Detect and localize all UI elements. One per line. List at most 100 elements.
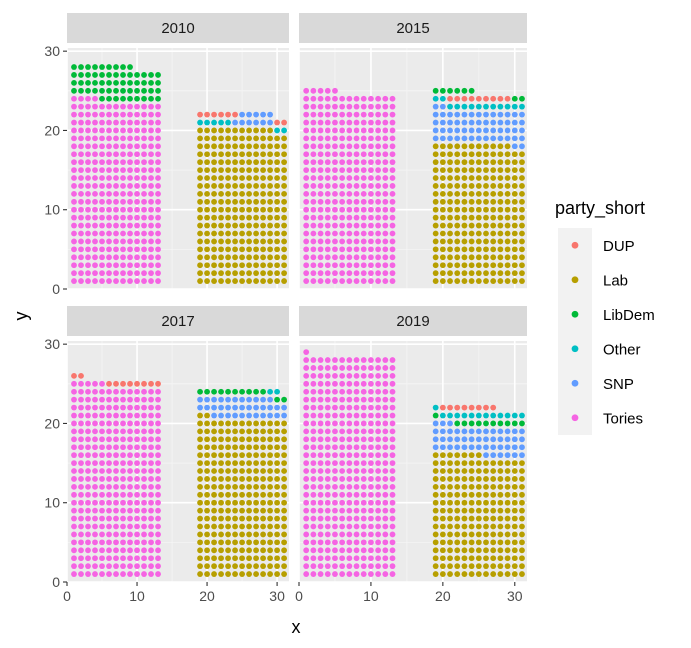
data-point-lab bbox=[432, 198, 439, 205]
data-point-tories bbox=[99, 531, 105, 538]
data-point-lab bbox=[439, 222, 446, 229]
data-point-lab bbox=[281, 547, 287, 554]
data-point-tories bbox=[389, 483, 396, 490]
data-point-tories bbox=[134, 151, 140, 158]
data-point-tories bbox=[78, 111, 84, 118]
data-point-lab bbox=[468, 507, 475, 514]
data-point-tories bbox=[303, 531, 310, 538]
data-point-lab bbox=[253, 198, 259, 205]
data-point-tories bbox=[317, 119, 324, 126]
data-point-other bbox=[274, 388, 280, 395]
data-point-tories bbox=[141, 404, 147, 411]
data-point-lab bbox=[218, 135, 224, 142]
data-point-tories bbox=[106, 468, 112, 474]
data-point-tories bbox=[141, 270, 147, 277]
data-point-lab bbox=[211, 190, 217, 197]
data-point-tories bbox=[324, 151, 331, 158]
data-point-snp bbox=[483, 119, 489, 126]
data-point-snp bbox=[475, 428, 482, 435]
data-point-lab bbox=[483, 262, 489, 269]
data-point-tories bbox=[127, 499, 133, 506]
data-point-tories bbox=[127, 515, 133, 522]
data-point-lab bbox=[454, 547, 461, 554]
data-point-lab bbox=[511, 523, 518, 530]
data-point-lab bbox=[197, 420, 203, 427]
data-point-tories bbox=[360, 95, 367, 102]
data-point-tories bbox=[127, 555, 133, 562]
data-point-lab bbox=[483, 198, 489, 205]
data-point-lab bbox=[468, 491, 475, 498]
data-point-tories bbox=[353, 555, 360, 562]
data-point-lab bbox=[497, 278, 504, 284]
data-point-snp bbox=[432, 135, 439, 142]
legend-label: Lab bbox=[603, 272, 628, 289]
data-point-lab bbox=[260, 539, 266, 546]
data-point-tories bbox=[148, 278, 154, 284]
data-point-tories bbox=[324, 380, 331, 387]
data-point-tories bbox=[120, 468, 126, 474]
data-point-tories bbox=[375, 230, 382, 237]
data-point-tories bbox=[339, 483, 346, 490]
data-point-tories bbox=[382, 278, 389, 284]
data-point-tories bbox=[382, 452, 389, 459]
data-point-tories bbox=[382, 183, 389, 189]
data-point-lab bbox=[253, 206, 259, 213]
data-point-lab bbox=[447, 262, 453, 269]
data-point-tories bbox=[127, 468, 133, 474]
data-point-lab bbox=[454, 270, 461, 277]
data-point-snp bbox=[239, 396, 245, 403]
data-point-tories bbox=[120, 127, 126, 134]
data-point-lab bbox=[447, 167, 453, 173]
data-point-tories bbox=[134, 420, 140, 427]
data-point-lab bbox=[274, 452, 280, 459]
data-point-tories bbox=[368, 396, 374, 403]
data-point-libdem bbox=[211, 388, 217, 395]
data-point-lab bbox=[454, 483, 461, 490]
data-point-lab bbox=[246, 254, 252, 261]
data-point-tories bbox=[332, 468, 338, 474]
data-point-tories bbox=[375, 135, 382, 142]
data-point-tories bbox=[92, 468, 98, 474]
data-point-tories bbox=[92, 499, 98, 506]
data-point-tories bbox=[382, 190, 389, 197]
data-point-lab bbox=[454, 159, 461, 166]
data-point-libdem bbox=[519, 420, 525, 427]
data-point-tories bbox=[134, 175, 140, 181]
data-point-tories bbox=[310, 571, 317, 577]
data-point-tories bbox=[353, 357, 360, 363]
data-point-tories bbox=[148, 198, 154, 205]
data-point-tories bbox=[155, 507, 161, 514]
data-point-libdem bbox=[78, 72, 84, 78]
data-point-tories bbox=[332, 555, 338, 562]
data-point-tories bbox=[113, 420, 119, 427]
data-point-tories bbox=[120, 254, 126, 261]
data-point-lab bbox=[475, 238, 482, 245]
data-point-lab bbox=[267, 531, 273, 538]
data-point-lab bbox=[204, 539, 210, 546]
data-point-libdem bbox=[113, 79, 119, 86]
data-point-tories bbox=[113, 278, 119, 284]
data-point-lab bbox=[511, 476, 518, 482]
data-point-tories bbox=[120, 476, 126, 482]
data-point-tories bbox=[389, 452, 396, 459]
data-point-lab bbox=[267, 190, 273, 197]
data-point-tories bbox=[106, 428, 112, 435]
data-point-tories bbox=[353, 95, 360, 102]
data-point-lab bbox=[253, 547, 259, 554]
data-point-tories bbox=[360, 444, 367, 451]
data-point-lab bbox=[504, 222, 511, 229]
data-point-tories bbox=[303, 452, 310, 459]
data-point-lab bbox=[239, 167, 245, 173]
data-point-tories bbox=[368, 555, 374, 562]
data-point-dup bbox=[439, 404, 446, 411]
data-point-tories bbox=[332, 420, 338, 427]
data-point-tories bbox=[332, 95, 338, 102]
data-point-tories bbox=[382, 499, 389, 506]
data-point-tories bbox=[92, 222, 98, 229]
data-point-tories bbox=[134, 167, 140, 173]
data-point-tories bbox=[310, 531, 317, 538]
data-point-tories bbox=[106, 222, 112, 229]
data-point-lab bbox=[281, 270, 287, 277]
data-point-lab bbox=[225, 214, 231, 221]
data-point-lab bbox=[504, 254, 511, 261]
